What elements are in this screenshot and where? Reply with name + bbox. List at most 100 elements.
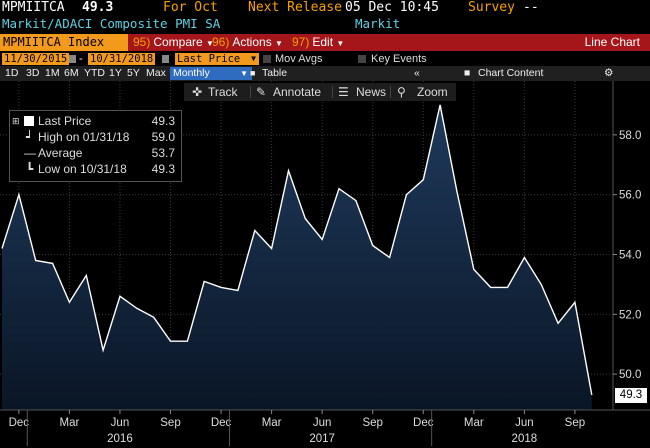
actions-shortcut: 96) bbox=[212, 35, 230, 49]
edit-button[interactable]: 97) Edit ▼ bbox=[292, 35, 344, 50]
period-3d[interactable]: 3D bbox=[26, 67, 40, 79]
header-line-1: MPMIITCA 49.3 For Oct Next Release 05 De… bbox=[0, 0, 650, 16]
field-select[interactable]: Last Price ▼ bbox=[175, 53, 259, 65]
end-date-field[interactable]: 10/31/2018 bbox=[88, 53, 156, 65]
last-value: 49.3 bbox=[82, 0, 114, 15]
year-label: 2017 bbox=[309, 433, 335, 445]
period-label: For Oct bbox=[163, 0, 218, 15]
chevron-down-icon: ▼ bbox=[275, 39, 283, 48]
chart-icon[interactable]: ■ bbox=[250, 68, 256, 78]
track-button[interactable]: Track bbox=[208, 85, 238, 99]
year-label: 2016 bbox=[107, 433, 133, 445]
pencil-icon[interactable]: ✎ bbox=[256, 85, 267, 99]
x-tick-label: Sep bbox=[565, 417, 585, 429]
x-tick-label: Mar bbox=[59, 417, 79, 429]
key-events-checkbox[interactable] bbox=[358, 55, 366, 63]
edit-label: Edit bbox=[312, 35, 334, 49]
period-ytd[interactable]: YTD bbox=[84, 67, 105, 79]
series-line bbox=[1, 104, 593, 396]
y-tick-label: 50.0 bbox=[619, 369, 641, 381]
security-field[interactable]: MPMIITCA Index bbox=[0, 34, 128, 51]
date-range-row: 11/30/2015 - 10/31/2018 Last Price ▼ Mov… bbox=[0, 52, 650, 66]
start-date-field[interactable]: 11/30/2015 bbox=[2, 53, 70, 65]
crosshair-icon[interactable]: ✜ bbox=[192, 85, 203, 99]
x-tick-label: Jun bbox=[515, 417, 534, 429]
collapse-icon[interactable]: « bbox=[414, 67, 420, 79]
legend-expand-icon[interactable]: ⊞ bbox=[12, 116, 20, 126]
period-max[interactable]: Max bbox=[146, 67, 166, 79]
calendar-icon[interactable] bbox=[162, 55, 169, 63]
x-tick-label: Jun bbox=[313, 417, 332, 429]
date-separator: - bbox=[79, 53, 83, 65]
frequency-select-value: Monthly bbox=[173, 67, 210, 79]
legend-average: — Average 53.7 bbox=[10, 145, 181, 161]
legend-average-value: 53.7 bbox=[151, 146, 175, 160]
period-5y[interactable]: 5Y bbox=[127, 67, 140, 79]
period-row: 1D 3D 1M 6M YTD 1Y 5Y Max Monthly ▼ ■ Ta… bbox=[0, 66, 650, 81]
chevron-down-icon: ▼ bbox=[251, 54, 256, 63]
x-tick-label: Dec bbox=[413, 417, 434, 429]
ticker-label: MPMIITCA bbox=[2, 0, 65, 15]
compare-button[interactable]: 95) Compare ▼ bbox=[133, 35, 214, 50]
legend-average-label: Average bbox=[38, 146, 83, 160]
x-tick-label: Dec bbox=[211, 417, 232, 429]
calendar-icon[interactable] bbox=[69, 55, 76, 63]
news-icon[interactable]: ☰ bbox=[338, 85, 349, 99]
table-button[interactable]: Table bbox=[262, 67, 288, 79]
high-marker-icon: ┙ bbox=[26, 130, 34, 144]
compare-label: Compare bbox=[153, 35, 203, 49]
y-tick-label: 58.0 bbox=[619, 130, 641, 142]
header-line-2: Markit/ADACI Composite PMI SA Markit bbox=[0, 16, 650, 32]
news-button[interactable]: News bbox=[356, 85, 387, 99]
annotate-button[interactable]: Annotate bbox=[273, 85, 322, 99]
x-tick-label: Mar bbox=[262, 417, 282, 429]
chevron-down-icon: ▼ bbox=[336, 39, 345, 48]
key-events-label: Key Events bbox=[371, 53, 427, 65]
chevron-down-icon: ▼ bbox=[240, 69, 248, 78]
period-6m[interactable]: 6M bbox=[64, 67, 79, 79]
zoom-button[interactable]: Zoom bbox=[417, 85, 448, 99]
legend-low: ┗ Low on 10/31/18 49.3 bbox=[10, 161, 181, 177]
x-tick-label: Jun bbox=[111, 417, 130, 429]
data-source: Markit bbox=[355, 16, 401, 31]
toolbar-divider bbox=[390, 86, 391, 98]
search-icon[interactable]: ⚲ bbox=[397, 85, 406, 99]
x-tick-label: Dec bbox=[9, 417, 30, 429]
chart-type-label[interactable]: Line Chart bbox=[584, 35, 640, 49]
actions-button[interactable]: 96) Actions ▼ bbox=[212, 35, 283, 50]
menu-bar: MPMIITCA Index 95) Compare ▼ 96) Actions ▼… bbox=[0, 34, 650, 51]
low-marker-icon: ┗ bbox=[26, 162, 34, 176]
edit-shortcut: 97) bbox=[292, 35, 310, 49]
x-tick-label: Sep bbox=[362, 417, 382, 429]
period-1y[interactable]: 1Y bbox=[109, 67, 122, 79]
legend-last-price-label: Last Price bbox=[38, 114, 92, 128]
frequency-select[interactable]: Monthly ▼ bbox=[170, 67, 252, 80]
chart-toolbar: ✜ Track ✎ Annotate ☰ News ⚲ Zoom bbox=[184, 83, 456, 101]
survey-label: Survey bbox=[468, 0, 515, 15]
legend-low-value: 49.3 bbox=[151, 162, 175, 176]
chart-content-icon: ■ bbox=[464, 67, 471, 79]
legend-last-price: ⊞ Last Price 49.3 bbox=[10, 113, 181, 129]
legend-swatch bbox=[24, 116, 34, 126]
chart-area[interactable]: 50.0 52.0 54.0 56.0 58.0 Dec Mar Jun Sep Dec Mar J… bbox=[0, 81, 650, 448]
period-1d[interactable]: 1D bbox=[5, 67, 19, 79]
y-tick-label: 52.0 bbox=[619, 309, 641, 321]
mov-avgs-checkbox[interactable] bbox=[263, 55, 271, 63]
chart-content-button[interactable]: Chart Content bbox=[478, 67, 544, 79]
gear-icon[interactable]: ⚙ bbox=[604, 67, 614, 79]
legend-last-price-value: 49.3 bbox=[151, 114, 175, 128]
next-release-label: Next Release bbox=[248, 0, 342, 15]
year-label: 2018 bbox=[512, 433, 538, 445]
mov-avgs-label: Mov Avgs bbox=[275, 53, 323, 65]
average-marker-icon: — bbox=[24, 146, 36, 160]
legend-high-value: 59.0 bbox=[151, 130, 175, 144]
x-tick-label: Sep bbox=[160, 417, 180, 429]
y-tick-label: 56.0 bbox=[619, 190, 641, 202]
period-1m[interactable]: 1M bbox=[45, 67, 60, 79]
legend-low-label: Low on 10/31/18 bbox=[38, 162, 127, 176]
security-description: Markit/ADACI Composite PMI SA bbox=[2, 16, 221, 31]
next-release-value: 05 Dec 10:45 bbox=[345, 0, 439, 15]
chevron-down-icon: ▼ bbox=[206, 39, 214, 48]
last-price-tag: 49.3 bbox=[615, 388, 647, 404]
toolbar-divider bbox=[250, 86, 251, 98]
